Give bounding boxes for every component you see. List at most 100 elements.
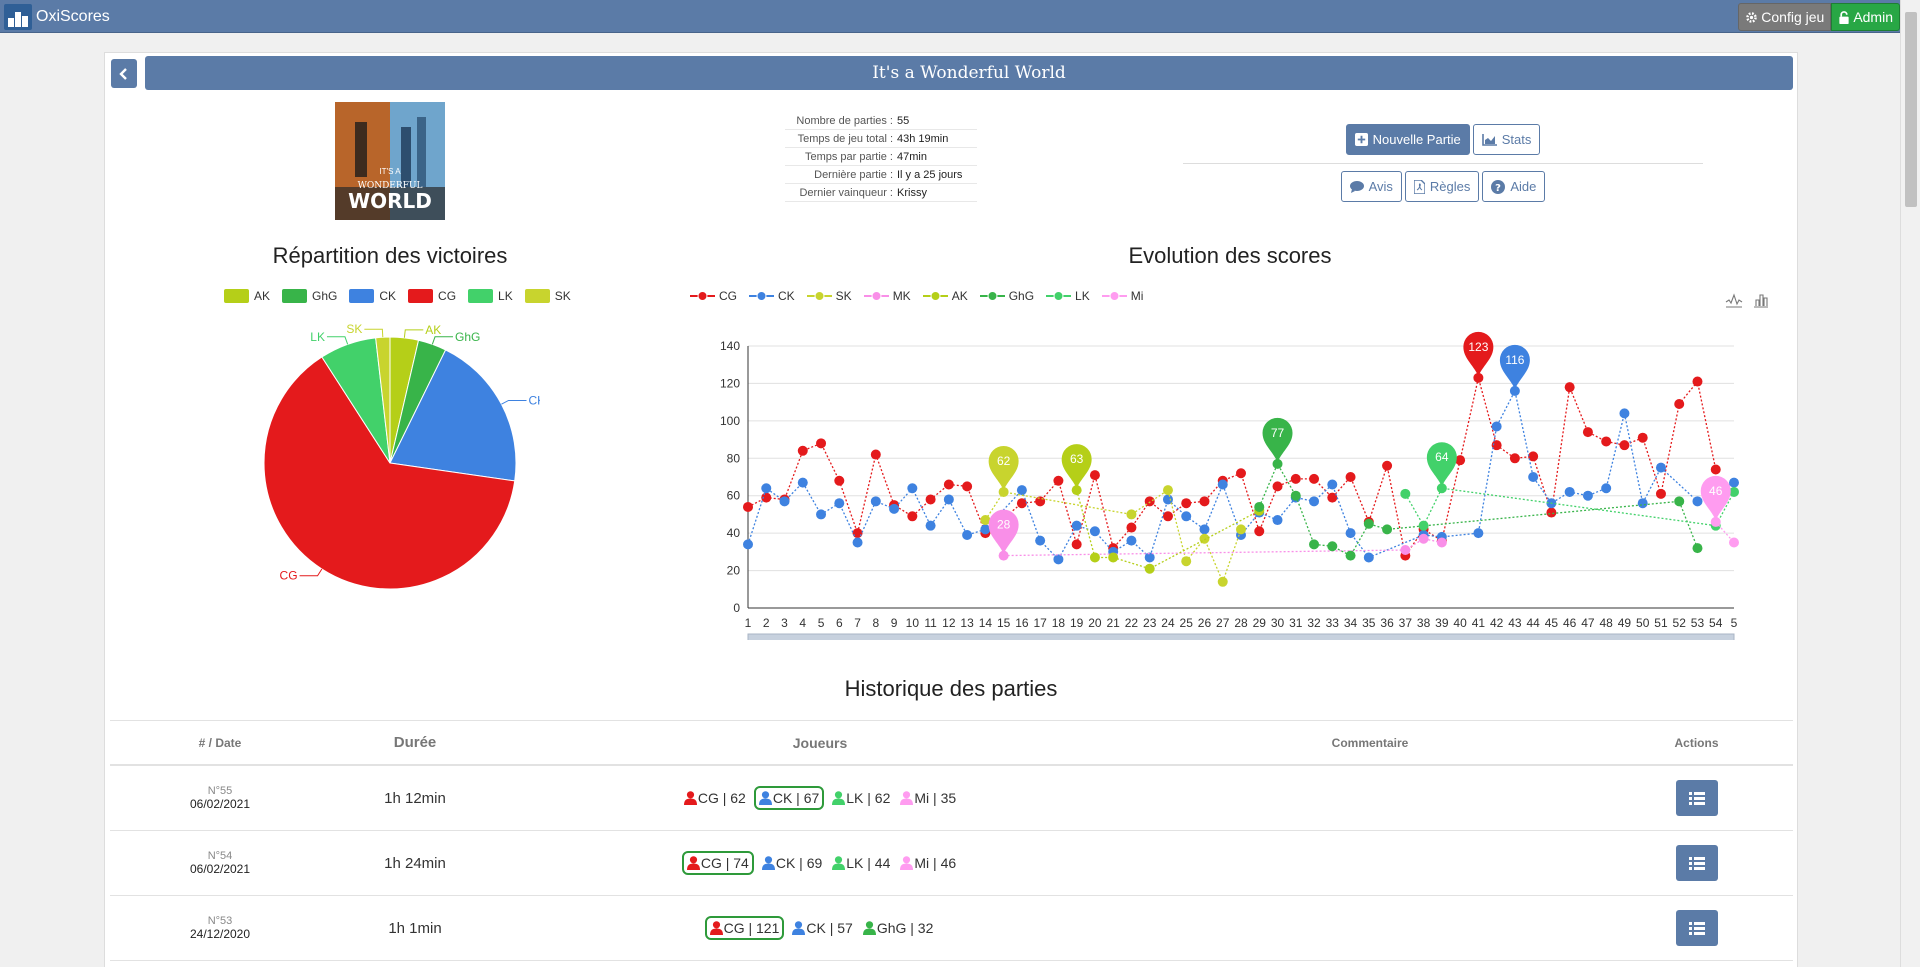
- data-point-CG[interactable]: [1071, 539, 1082, 550]
- new-game-button[interactable]: Nouvelle Partie: [1345, 124, 1470, 155]
- data-point-CK[interactable]: [870, 496, 881, 507]
- data-point-CG[interactable]: [1035, 496, 1046, 507]
- data-point-CG[interactable]: [1619, 440, 1630, 451]
- data-point-GhG[interactable]: [1272, 458, 1283, 469]
- line-chart-toggle-icon[interactable]: [1725, 292, 1743, 308]
- data-point-CG[interactable]: [1309, 473, 1320, 484]
- data-point-CG[interactable]: [1272, 481, 1283, 492]
- admin-button[interactable]: Admin: [1831, 3, 1900, 31]
- config-game-button[interactable]: Config jeu: [1738, 3, 1832, 31]
- line-legend-item[interactable]: SK: [806, 289, 852, 303]
- zoom-slider[interactable]: [747, 633, 1735, 640]
- game-details-button[interactable]: [1675, 780, 1718, 816]
- data-point-SK[interactable]: [1162, 485, 1173, 496]
- data-point-CK[interactable]: [797, 477, 808, 488]
- data-point-CK[interactable]: [1199, 524, 1210, 535]
- data-point-GhG[interactable]: [1674, 496, 1685, 507]
- bar-chart-toggle-icon[interactable]: [1753, 292, 1769, 308]
- back-button[interactable]: [111, 59, 137, 88]
- rules-button[interactable]: Règles: [1404, 171, 1480, 202]
- line-legend-item[interactable]: GhG: [979, 289, 1034, 303]
- line-legend-item[interactable]: CK: [749, 289, 795, 303]
- data-point-CK[interactable]: [943, 494, 954, 505]
- data-point-CG[interactable]: [1601, 436, 1612, 447]
- data-point-SK[interactable]: [1126, 509, 1137, 520]
- data-point-CK[interactable]: [743, 539, 753, 550]
- data-point-CK[interactable]: [1473, 528, 1484, 539]
- line-legend-item[interactable]: MK: [863, 289, 911, 303]
- pie-legend-item[interactable]: SK: [524, 289, 571, 303]
- data-point-CK[interactable]: [1144, 552, 1155, 563]
- pie-legend-item[interactable]: CK: [349, 289, 396, 303]
- help-button[interactable]: ? Aide: [1482, 171, 1546, 202]
- data-point-CG[interactable]: [1692, 376, 1703, 387]
- data-point-GhG[interactable]: [1345, 550, 1356, 561]
- page-scrollbar[interactable]: [1900, 0, 1920, 967]
- data-point-CG[interactable]: [761, 492, 772, 503]
- data-point-CG[interactable]: [1144, 496, 1155, 507]
- data-point-CG[interactable]: [1546, 507, 1557, 518]
- scrollbar-thumb[interactable]: [1905, 12, 1917, 207]
- data-point-CK[interactable]: [1309, 496, 1320, 507]
- data-point-MK[interactable]: [1418, 533, 1429, 544]
- data-point-CG[interactable]: [1053, 475, 1064, 486]
- data-point-CG[interactable]: [1564, 382, 1575, 393]
- data-point-SK[interactable]: [980, 515, 991, 526]
- pie-legend-item[interactable]: LK: [468, 289, 513, 303]
- data-point-CK[interactable]: [889, 503, 900, 514]
- data-point-LK[interactable]: [1729, 486, 1739, 497]
- data-point-CG[interactable]: [962, 481, 973, 492]
- data-point-CG[interactable]: [797, 445, 808, 456]
- game-details-button[interactable]: [1675, 845, 1718, 881]
- data-point-AK[interactable]: [1089, 552, 1100, 563]
- data-point-CG[interactable]: [1473, 372, 1484, 383]
- data-point-CG[interactable]: [1089, 470, 1100, 481]
- data-point-GhG[interactable]: [1254, 501, 1265, 512]
- data-point-CG[interactable]: [1382, 460, 1393, 471]
- data-point-CG[interactable]: [1290, 473, 1301, 484]
- data-point-AK[interactable]: [1108, 552, 1119, 563]
- data-point-CK[interactable]: [779, 496, 790, 507]
- data-point-LK[interactable]: [1436, 483, 1447, 494]
- pie-legend-item[interactable]: GhG: [282, 289, 337, 303]
- data-point-CK[interactable]: [1181, 511, 1192, 522]
- data-point-CK[interactable]: [1491, 421, 1502, 432]
- data-point-SK[interactable]: [1236, 524, 1246, 535]
- line-legend-item[interactable]: AK: [922, 289, 968, 303]
- data-point-CG[interactable]: [1528, 451, 1539, 462]
- line-legend-item[interactable]: CG: [690, 289, 737, 303]
- data-point-SK[interactable]: [1199, 533, 1210, 544]
- data-point-CG[interactable]: [1162, 511, 1173, 522]
- data-point-CK[interactable]: [1509, 385, 1520, 396]
- data-point-AK[interactable]: [1144, 563, 1155, 574]
- data-point-CG[interactable]: [1455, 455, 1466, 466]
- data-point-CG[interactable]: [1181, 498, 1192, 509]
- data-point-CG[interactable]: [1491, 440, 1502, 451]
- data-point-CK[interactable]: [1035, 535, 1046, 546]
- data-point-Mi[interactable]: [1729, 537, 1739, 548]
- line-legend-item[interactable]: LK: [1046, 289, 1090, 303]
- data-point-MK[interactable]: [1400, 544, 1411, 555]
- data-point-CG[interactable]: [1236, 468, 1246, 479]
- data-point-CG[interactable]: [1637, 432, 1648, 443]
- pie-slice-CK[interactable]: [389, 349, 517, 482]
- data-point-GhG[interactable]: [1363, 518, 1374, 529]
- data-point-CG[interactable]: [1655, 488, 1666, 499]
- data-point-MK[interactable]: [1436, 537, 1447, 548]
- data-point-CK[interactable]: [1692, 496, 1703, 507]
- data-point-CG[interactable]: [1126, 522, 1137, 533]
- data-point-CK[interactable]: [1126, 535, 1137, 546]
- data-point-CK[interactable]: [1637, 498, 1648, 509]
- data-point-CK[interactable]: [852, 537, 863, 548]
- data-point-CG[interactable]: [1254, 526, 1265, 537]
- data-point-CG[interactable]: [1199, 496, 1210, 507]
- data-point-CG[interactable]: [943, 479, 954, 490]
- line-legend-item[interactable]: Mi: [1101, 289, 1143, 303]
- data-point-CG[interactable]: [1509, 453, 1520, 464]
- data-point-CG[interactable]: [816, 438, 827, 449]
- data-point-SK[interactable]: [1181, 556, 1192, 567]
- data-point-CK[interactable]: [925, 520, 936, 531]
- data-point-LK[interactable]: [1400, 488, 1411, 499]
- data-point-GhG[interactable]: [1692, 543, 1703, 554]
- data-point-CG[interactable]: [1674, 399, 1685, 410]
